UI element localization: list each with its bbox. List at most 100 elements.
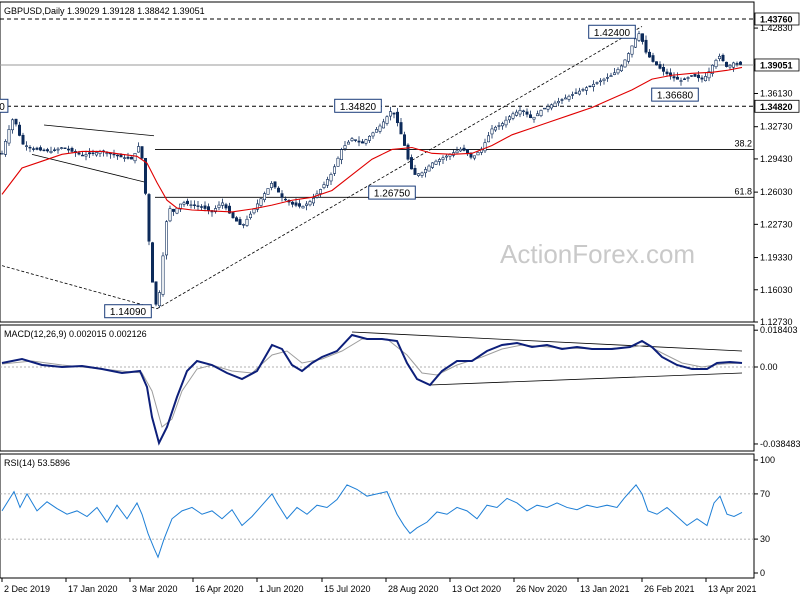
candle-body-109	[381, 121, 385, 129]
candle-body-143	[500, 123, 504, 127]
candle-body-187	[654, 61, 658, 66]
candle-body-117	[409, 157, 413, 170]
rsi-tick-label-1: 70	[760, 489, 770, 499]
candle-body-88	[308, 201, 312, 206]
candle-body-172	[602, 78, 606, 81]
macd-trendline-0	[351, 331, 743, 352]
candle-body-97	[339, 149, 343, 160]
candle-body-23	[81, 154, 85, 157]
candle-body-63	[221, 202, 225, 206]
candle-body-45	[158, 292, 162, 307]
candle-body-43	[151, 242, 155, 283]
candle-body-5	[17, 124, 21, 136]
price-axis-label-0: 1.43760	[760, 14, 793, 24]
candle-body-203	[710, 64, 714, 74]
candle-body-196	[686, 77, 690, 79]
candle-body-170	[595, 82, 599, 84]
candle-body-52	[182, 202, 186, 205]
price-axis-box-2	[754, 99, 800, 113]
price-label-0: 1.42400	[594, 28, 631, 39]
candle-body-175	[612, 72, 616, 75]
candle-body-122	[427, 165, 431, 172]
candle-body-7	[24, 145, 28, 147]
candle-body-151	[528, 114, 532, 119]
candle-body-84	[294, 202, 298, 206]
candle-body-55	[193, 204, 197, 206]
macd-tick-label-1: 0.00	[760, 362, 778, 372]
price-label-box-2	[368, 185, 416, 200]
price-axis-box-1	[754, 58, 800, 72]
candle-body-180	[630, 45, 634, 55]
candle-body-99	[346, 141, 350, 145]
candle-body-59	[207, 206, 211, 211]
candle-body-62	[217, 204, 221, 208]
candle-body-77	[269, 183, 273, 188]
candle-body-95	[332, 166, 336, 174]
macd-title: MACD(12,26,9) 0.002015 0.002126	[4, 329, 147, 339]
candle-body-173	[605, 77, 609, 79]
candle-body-179	[626, 53, 630, 62]
candle-body-159	[556, 101, 560, 104]
candle-body-8	[28, 146, 32, 149]
rsi-title: RSI(14) 53.5896	[4, 458, 70, 468]
candle-body-160	[560, 99, 564, 101]
candle-body-112	[392, 112, 396, 115]
candle-body-171	[598, 80, 602, 83]
price-tick-label-8: 1.16030	[760, 285, 793, 295]
trendline-1	[156, 26, 643, 310]
candle-body-100	[350, 138, 354, 141]
macd-panel-frame	[0, 324, 755, 452]
candle-body-125	[437, 159, 441, 162]
candle-body-106	[371, 132, 375, 137]
candle-body-65	[228, 205, 232, 214]
candle-body-121	[423, 169, 427, 174]
candle-body-123	[430, 162, 434, 168]
candle-body-181	[633, 38, 637, 48]
candle-body-35	[123, 157, 127, 159]
candle-body-9	[31, 148, 35, 150]
price-axis-label-2: 1.34820	[760, 102, 793, 112]
x-tick-label-0: 2 Dec 2019	[4, 584, 50, 594]
candle-body-36	[126, 156, 130, 159]
candle-body-80	[280, 193, 284, 198]
x-tick-label-11: 13 Apr 2021	[708, 584, 757, 594]
candle-body-81	[283, 198, 287, 201]
candle-body-186	[651, 55, 655, 62]
price-tick-label-3: 1.32730	[760, 122, 793, 132]
candle-body-10	[35, 147, 39, 150]
candle-body-136	[476, 152, 480, 156]
macd-axis: 0.018403 0.00 -0.038483	[754, 325, 800, 449]
x-tick-label-2: 3 Mar 2020	[132, 584, 178, 594]
macd-trendline-1	[429, 372, 743, 386]
candle-body-3	[11, 119, 15, 131]
candle-body-144	[504, 119, 508, 126]
candle-body-85	[297, 203, 301, 207]
candle-body-115	[402, 134, 406, 146]
candle-body-22	[77, 152, 81, 155]
candle-body-163	[570, 94, 574, 96]
candle-body-70	[245, 218, 249, 226]
candle-body-6	[21, 134, 25, 145]
candle-body-53	[186, 200, 190, 205]
fib-label-0: 38.2	[734, 138, 752, 148]
candle-body-89	[311, 198, 315, 204]
rsi-tick-label-0: 100	[760, 455, 775, 465]
price-label-5: 0	[0, 102, 5, 113]
candle-body-57	[200, 206, 204, 208]
candle-body-58	[203, 205, 207, 209]
candle-body-28	[98, 151, 102, 154]
candle-body-56	[196, 205, 200, 207]
candle-body-25	[88, 152, 92, 155]
candle-body-158	[553, 102, 557, 107]
candle-body-33	[116, 154, 120, 157]
candle-body-111	[388, 111, 392, 117]
candle-body-0	[0, 153, 4, 155]
candle-body-120	[420, 172, 424, 176]
candle-body-48	[168, 208, 172, 222]
candle-body-162	[567, 95, 571, 100]
price-content: 38.2 61.8 1.42400 1.34820 1.26750 1.14090 1.36…	[0, 18, 754, 319]
price-tick-label-7: 1.19330	[760, 253, 793, 263]
candle-body-164	[574, 92, 578, 94]
candle-body-194	[679, 80, 683, 82]
